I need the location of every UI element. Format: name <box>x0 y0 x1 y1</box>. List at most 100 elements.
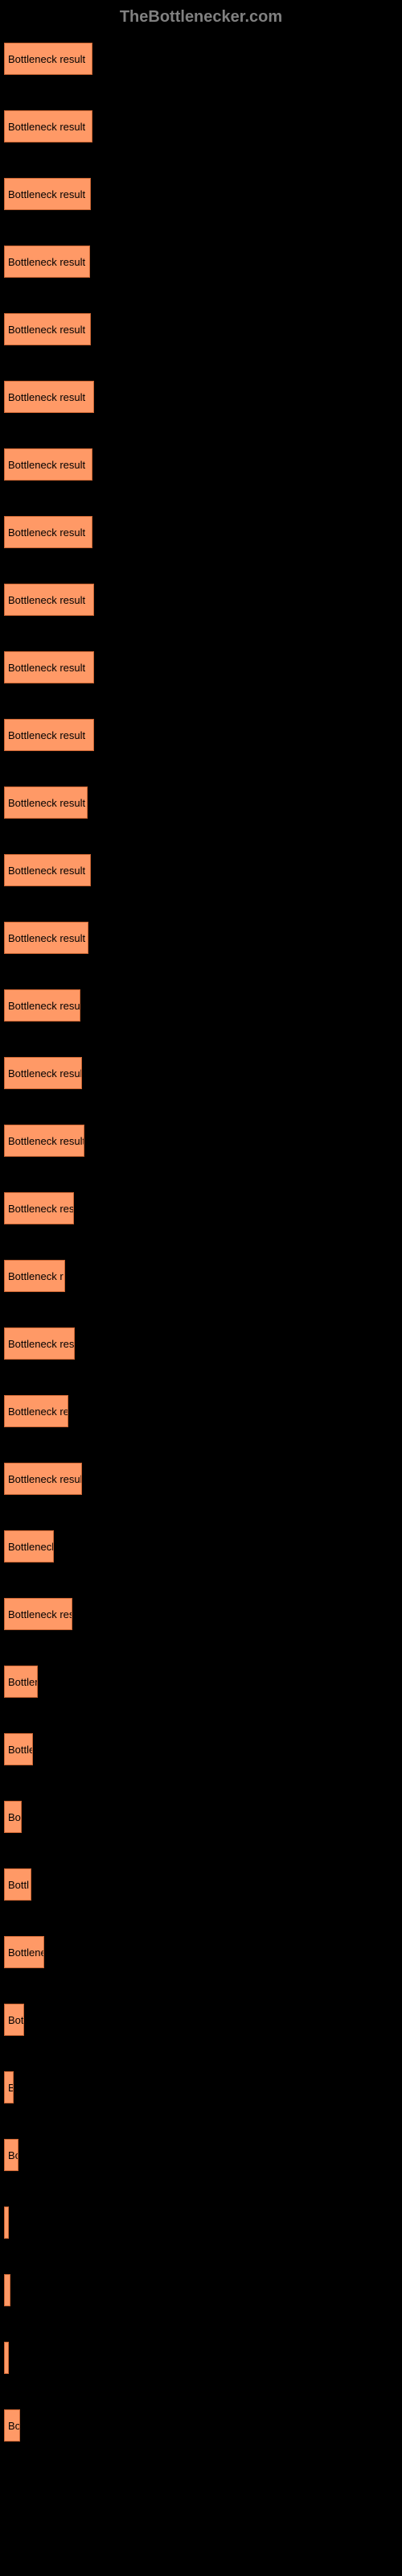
bar-item: Bottleneck res <box>4 1395 398 1427</box>
bar: B <box>4 2071 14 2103</box>
bar-label: Bottleneck resul <box>8 1067 82 1080</box>
bar-item: Bottleneck result <box>4 381 398 413</box>
bar: Bottleneck result <box>4 110 92 142</box>
bar-item: Bottleneck result <box>4 786 398 819</box>
bar-label: Bottleneck resu <box>8 1338 75 1350</box>
bar-item: Bottleneck result <box>4 719 398 751</box>
bar-item: Bottleneck result <box>4 584 398 616</box>
bar-label: Bottleneck result <box>8 729 85 741</box>
bar-label: Bottleneck result <box>8 188 85 200</box>
bar: Bottleneck result <box>4 989 80 1022</box>
bar: Bottl <box>4 1868 31 1901</box>
bar-item: Bottlene <box>4 1936 398 1968</box>
bar: Bottleneck result <box>4 516 92 548</box>
bar-label: Bottleneck <box>8 1541 54 1553</box>
bar: Bottleneck result <box>4 1463 82 1495</box>
bar: Bo <box>4 2139 18 2171</box>
bar-label: Bottleneck r <box>8 1270 64 1282</box>
bar-label: Bottleneck result <box>8 865 85 877</box>
bars-container: Bottleneck result Bottleneck result Bottle… <box>0 43 402 2442</box>
bar-item: Bot <box>4 2004 398 2036</box>
bar-item <box>4 2342 398 2374</box>
bar-item <box>4 2274 398 2306</box>
bar-label: Bottleneck result <box>8 324 85 336</box>
bar-label: Bottleneck result <box>8 1000 80 1012</box>
bar-label: Bottl <box>8 1879 29 1891</box>
bar-label: Bottleneck result <box>8 662 85 674</box>
bar: Bottleneck result <box>4 246 90 278</box>
bar: Bottleneck r <box>4 1260 65 1292</box>
bar: Bottleneck result <box>4 786 88 819</box>
bar-item: Bottleneck result <box>4 110 398 142</box>
bar-item: Bottleneck res <box>4 1598 398 1630</box>
bar: Bottleneck result <box>4 313 91 345</box>
bar: Bottleneck resu <box>4 1192 74 1224</box>
bar-label: Bottleneck result <box>8 391 85 403</box>
bar: Bo <box>4 2409 20 2442</box>
bar: Bottleneck result <box>4 719 94 751</box>
bar-label: Bottleneck result <box>8 53 85 65</box>
bar: Bottleneck result <box>4 178 91 210</box>
bar-item: Bottleneck result <box>4 651 398 683</box>
bar-item: Bottleneck result <box>4 246 398 278</box>
bar-item: Bottleneck result <box>4 1463 398 1495</box>
bar <box>4 2274 10 2306</box>
bar-item: Bottleneck resul <box>4 1057 398 1089</box>
bar-label: Bottleneck result <box>8 932 85 944</box>
site-header: TheBottlenecker.com <box>0 8 402 27</box>
bar-label: Bottleneck res <box>8 1406 68 1418</box>
bar-label: Bottlen <box>8 1676 38 1688</box>
bar-item: Bottleneck resu <box>4 1192 398 1224</box>
bar-label: B <box>8 2082 14 2094</box>
bar: Bottleneck result <box>4 854 91 886</box>
bar-item: Bottleneck result <box>4 854 398 886</box>
bar-label: Bottleneck result <box>8 594 85 606</box>
bar-label: Bot <box>8 1811 22 1823</box>
bar-item: Bottleneck result <box>4 922 398 954</box>
bar-label: Bottleneck result <box>8 797 85 809</box>
bar-item <box>4 2207 398 2239</box>
bar <box>4 2342 9 2374</box>
bar: Bottleneck resul <box>4 1057 82 1089</box>
bar-label: Bottleneck resu <box>8 1203 74 1215</box>
bar-item: Bottleneck result <box>4 1125 398 1157</box>
bar: Bot <box>4 1801 22 1833</box>
bar-label: Bottleneck result <box>8 1473 82 1485</box>
bar: Bottleneck result <box>4 651 94 683</box>
bar-item: Bottlen <box>4 1666 398 1698</box>
bar <box>4 2207 9 2239</box>
bar: Bot <box>4 2004 24 2036</box>
bar-label: Bottleneck result <box>8 1135 84 1147</box>
bar: Bottleneck result <box>4 1125 84 1157</box>
bar: Bottleneck <box>4 1530 54 1563</box>
bar: Bottle <box>4 1733 33 1765</box>
bar-item: Bottleneck result <box>4 178 398 210</box>
bar-item: Bottleneck result <box>4 448 398 481</box>
bar-item: Bottleneck result <box>4 43 398 75</box>
bar-item: Bottleneck result <box>4 313 398 345</box>
bar: Bottlene <box>4 1936 44 1968</box>
bar-item: Bottleneck resu <box>4 1327 398 1360</box>
bar-label: Bottleneck result <box>8 256 85 268</box>
bar: Bottleneck res <box>4 1598 72 1630</box>
bar-label: Bottleneck result <box>8 121 85 133</box>
bar-item: Bottleneck r <box>4 1260 398 1292</box>
bar-label: Bottleneck result <box>8 459 85 471</box>
bar: Bottleneck resu <box>4 1327 75 1360</box>
bar: Bottleneck result <box>4 584 94 616</box>
bar: Bottleneck result <box>4 448 92 481</box>
bar-label: Bottle <box>8 1744 33 1756</box>
bar-item: Bottleneck result <box>4 989 398 1022</box>
bar-item: Bottl <box>4 1868 398 1901</box>
bar-item: Bottle <box>4 1733 398 1765</box>
bar-item: Bottleneck <box>4 1530 398 1563</box>
bar-item: Bottleneck result <box>4 516 398 548</box>
bar: Bottleneck result <box>4 43 92 75</box>
bar-label: Bottleneck result <box>8 526 85 539</box>
bar-label: Bottlene <box>8 1946 44 1959</box>
bar-label: Bot <box>8 2014 24 2026</box>
bar-item: Bot <box>4 1801 398 1833</box>
bar: Bottlen <box>4 1666 38 1698</box>
bar-label: Bottleneck res <box>8 1608 72 1620</box>
bar-label: Bo <box>8 2420 20 2432</box>
